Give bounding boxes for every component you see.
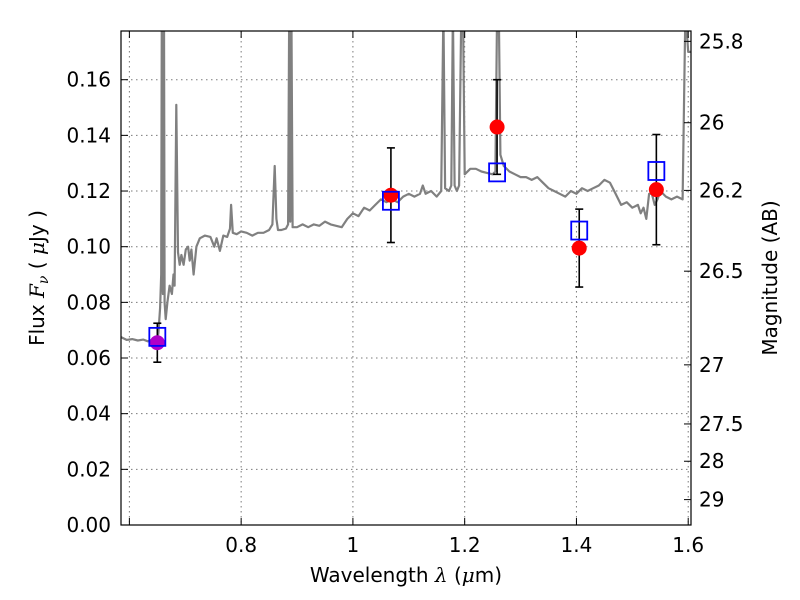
y-axis-unit-mu: μ xyxy=(25,242,49,255)
x-axis-unit-pre: ( xyxy=(448,563,462,587)
mag-tick-label-7: 29 xyxy=(699,488,724,512)
x-tick-label-1: 0.8 xyxy=(225,533,257,557)
y-tick-label-8: 0.16 xyxy=(66,68,111,92)
y-tick-label-2: 0.04 xyxy=(66,402,111,426)
model-point-2 xyxy=(488,162,506,183)
ticks-layer xyxy=(121,31,691,526)
x-axis-title: Wavelength λ (μm) xyxy=(310,563,502,587)
x-axis-symbol: λ xyxy=(434,563,448,587)
y2-axis-title: Magnitude (AB) xyxy=(758,200,782,355)
mag-tick-label-6: 28 xyxy=(699,449,724,473)
mag-tick-label-0: 25.8 xyxy=(699,29,744,53)
y-axis-subscript: ν xyxy=(36,275,52,284)
model-spectrum-layer xyxy=(121,31,691,343)
y-axis-unit-pre: ( xyxy=(25,255,49,269)
mag-tick-label-2: 26.2 xyxy=(699,178,744,202)
model-spectrum-line xyxy=(121,31,691,343)
observed-point-4 xyxy=(648,182,664,198)
tick-labels-layer: 0.8 1 1.2 1.4 1.6 0.00 0.02 0.04 0.06 0.08 0.10 0.1… xyxy=(66,29,743,557)
x-tick-label-5: 1.6 xyxy=(672,533,704,557)
model-point-0 xyxy=(148,326,167,347)
y-axis-symbol: F xyxy=(25,283,49,299)
model-points-layer xyxy=(148,161,666,347)
observed-point-2 xyxy=(489,119,505,135)
y-axis-title: Flux Fν ( μJy ) xyxy=(25,210,52,346)
y-tick-label-3: 0.06 xyxy=(66,346,111,370)
mag-tick-label-4: 27 xyxy=(699,353,724,377)
observed-point-0 xyxy=(149,335,165,351)
plot-frame xyxy=(120,30,692,526)
model-point-3 xyxy=(570,220,589,241)
y-tick-label-5: 0.10 xyxy=(66,235,111,259)
grid xyxy=(121,31,691,525)
y-tick-label-4: 0.08 xyxy=(66,290,111,314)
y-tick-label-1: 0.02 xyxy=(66,457,111,481)
mag-tick-label-3: 26.5 xyxy=(699,259,744,283)
observed-point-3 xyxy=(571,240,587,256)
y-tick-label-6: 0.12 xyxy=(66,179,111,203)
x-axis-unit-post: m) xyxy=(475,563,502,587)
x-tick-label-2: 1 xyxy=(347,533,360,557)
model-point-1 xyxy=(382,190,400,211)
model-point-4 xyxy=(647,161,666,181)
x-tick-label-4: 1.4 xyxy=(561,533,593,557)
observed-point-1 xyxy=(383,187,399,203)
mag-tick-label-5: 27.5 xyxy=(699,412,744,436)
y-tick-label-0: 0.00 xyxy=(66,513,111,537)
mag-tick-label-1: 26 xyxy=(699,111,724,135)
y-tick-label-7: 0.14 xyxy=(66,123,111,147)
y-axis-unit-post: Jy ) xyxy=(25,210,49,244)
x-axis-unit-mu: μ xyxy=(462,563,475,587)
x-tick-label-3: 1.2 xyxy=(449,533,481,557)
